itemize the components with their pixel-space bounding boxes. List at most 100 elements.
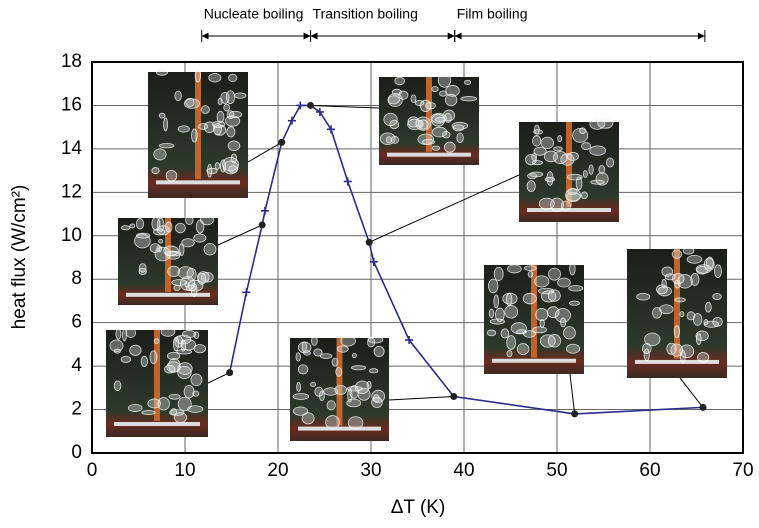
bubble bbox=[652, 307, 661, 318]
data-point bbox=[278, 139, 285, 146]
bubble bbox=[324, 388, 338, 396]
y-axis-label: heat flux (W/cm²) bbox=[9, 185, 30, 330]
boiling-photo bbox=[379, 73, 479, 165]
bubble bbox=[159, 239, 163, 243]
regime-label: Transition boiling bbox=[313, 6, 418, 22]
bubble bbox=[209, 73, 221, 82]
bubble bbox=[461, 97, 477, 101]
bubble bbox=[527, 181, 535, 192]
bubble bbox=[327, 401, 335, 410]
bubble bbox=[438, 73, 450, 87]
bubble bbox=[293, 393, 309, 399]
heater-rod bbox=[674, 249, 680, 359]
bubble bbox=[589, 165, 593, 175]
bubble bbox=[341, 336, 356, 346]
bubble bbox=[182, 330, 195, 337]
bubble bbox=[173, 337, 179, 350]
bubble bbox=[487, 330, 496, 336]
data-point bbox=[259, 221, 266, 228]
bubble bbox=[164, 365, 175, 373]
bubble bbox=[395, 77, 405, 85]
bubble bbox=[411, 95, 416, 103]
y-tick-label: 18 bbox=[61, 51, 82, 72]
bubble bbox=[511, 323, 526, 334]
bubble bbox=[311, 336, 317, 345]
bubble bbox=[297, 382, 301, 391]
bubble bbox=[534, 130, 543, 134]
data-point bbox=[700, 404, 707, 411]
bubble bbox=[536, 308, 548, 320]
bubble bbox=[425, 102, 435, 108]
data-point bbox=[366, 239, 373, 246]
bubble bbox=[204, 243, 216, 255]
bubble bbox=[435, 117, 444, 121]
bubble bbox=[156, 69, 167, 75]
bubble bbox=[558, 278, 571, 287]
bubble bbox=[452, 122, 468, 129]
bubble bbox=[332, 358, 338, 366]
bubble bbox=[184, 385, 194, 398]
bubble bbox=[136, 233, 150, 238]
bubble bbox=[554, 147, 563, 151]
bubble bbox=[121, 356, 131, 362]
bubble bbox=[494, 295, 499, 308]
bubble bbox=[310, 382, 315, 386]
y-tick-label: 14 bbox=[61, 138, 83, 159]
bubble bbox=[380, 133, 395, 145]
data-point bbox=[288, 117, 296, 125]
bubble bbox=[507, 350, 512, 356]
x-tick-label: 40 bbox=[453, 460, 474, 481]
bubble bbox=[234, 93, 246, 98]
bubble bbox=[116, 329, 121, 339]
x-tick-label: 10 bbox=[174, 460, 195, 481]
y-tick-label: 2 bbox=[71, 399, 82, 420]
bubble bbox=[553, 151, 567, 163]
bubble bbox=[126, 328, 136, 338]
regime-label: Film boiling bbox=[457, 6, 528, 22]
bubble bbox=[304, 351, 311, 355]
plate bbox=[492, 359, 576, 363]
bubble bbox=[337, 346, 348, 352]
bubble bbox=[114, 381, 121, 391]
plate bbox=[156, 180, 240, 184]
bubble bbox=[505, 305, 518, 318]
bubble bbox=[637, 293, 650, 300]
bubble bbox=[645, 333, 660, 346]
bubble bbox=[541, 137, 554, 149]
bubble bbox=[150, 351, 157, 364]
bubble bbox=[555, 309, 570, 323]
bubble bbox=[374, 346, 384, 356]
bubble bbox=[350, 386, 359, 398]
bubble bbox=[186, 98, 194, 106]
bubble bbox=[698, 352, 709, 362]
bubble bbox=[548, 268, 560, 280]
data-point bbox=[307, 102, 314, 109]
bubble bbox=[152, 168, 159, 174]
bubble bbox=[548, 334, 560, 347]
bubble bbox=[569, 301, 579, 305]
bubble bbox=[336, 367, 342, 376]
bubble bbox=[440, 91, 447, 96]
bubble bbox=[348, 417, 363, 429]
bubble bbox=[224, 104, 230, 111]
bubble bbox=[159, 143, 174, 147]
bubble bbox=[178, 126, 189, 132]
leader-line bbox=[680, 378, 703, 407]
bubble bbox=[121, 226, 130, 230]
y-tick-label: 10 bbox=[61, 225, 82, 246]
bubble bbox=[598, 118, 613, 129]
bubble bbox=[369, 369, 377, 373]
bubble bbox=[130, 345, 141, 355]
bubble bbox=[590, 146, 606, 155]
data-point bbox=[327, 125, 335, 133]
boiling-photo bbox=[484, 262, 584, 374]
bubble bbox=[212, 121, 224, 127]
boiling-photo bbox=[148, 69, 248, 198]
bubble bbox=[662, 267, 673, 276]
bubble bbox=[488, 279, 498, 293]
x-tick-label: 50 bbox=[546, 460, 567, 481]
bubble bbox=[164, 118, 168, 131]
bubble bbox=[186, 215, 194, 224]
x-tick-label: 60 bbox=[639, 460, 660, 481]
bubble bbox=[415, 100, 424, 105]
